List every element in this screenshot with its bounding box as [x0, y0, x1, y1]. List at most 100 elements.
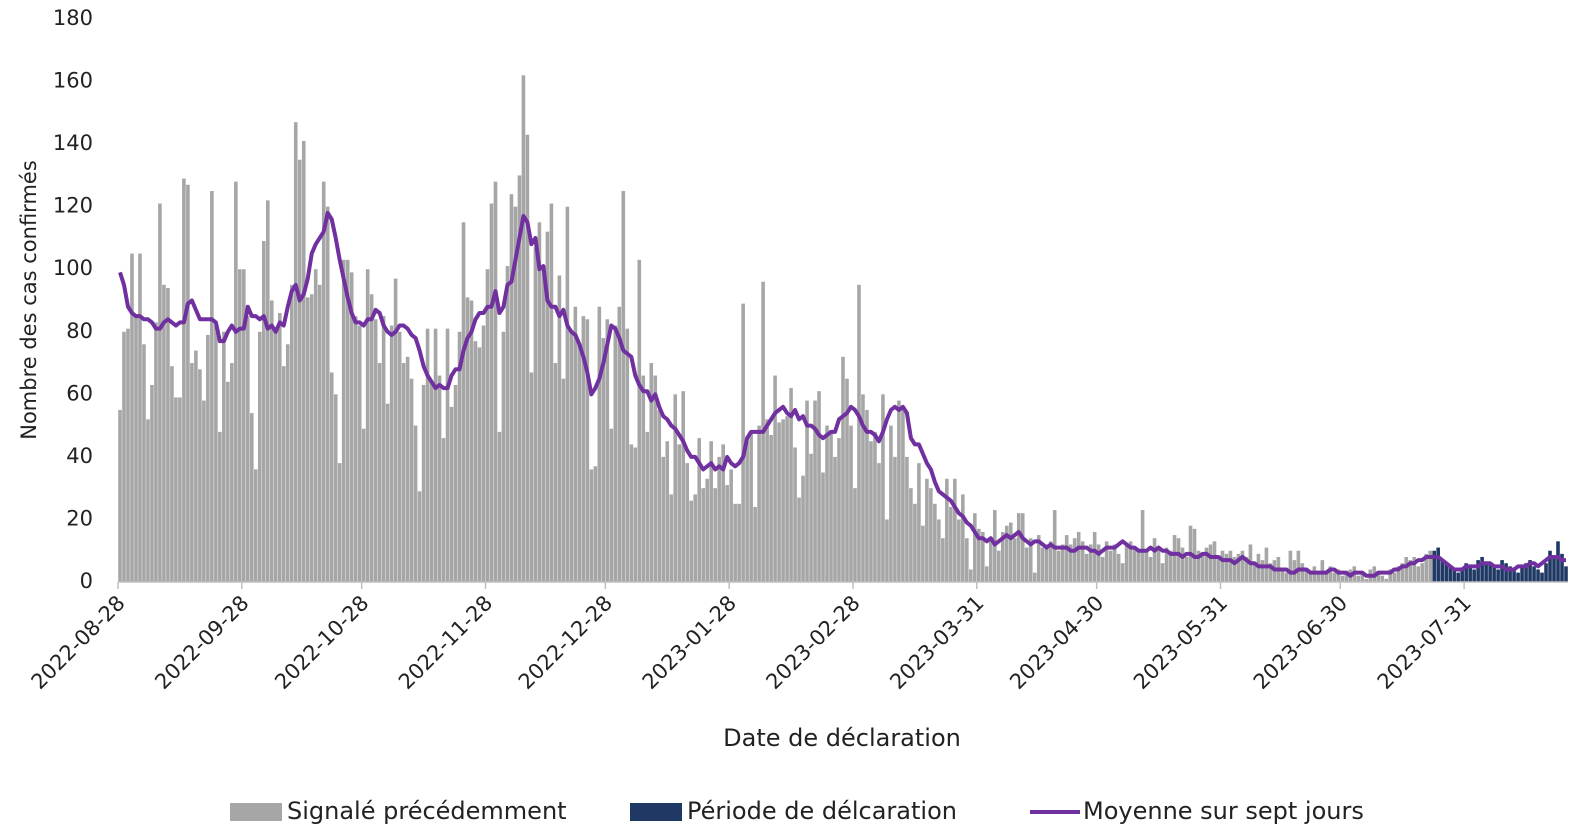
- bar: [677, 444, 682, 582]
- bar: [329, 372, 334, 582]
- bar: [1172, 535, 1177, 582]
- x-tick-label: 2023-01-28: [638, 591, 741, 694]
- bar: [281, 366, 286, 582]
- bar: [725, 485, 729, 582]
- bar: [988, 541, 993, 582]
- bar: [733, 503, 737, 582]
- bar: [941, 538, 945, 582]
- bar: [1164, 547, 1169, 582]
- legend-label: Moyenne sur sept jours: [1083, 797, 1364, 825]
- bar: [1380, 575, 1385, 582]
- bar: [697, 438, 701, 582]
- bar: [1208, 544, 1213, 582]
- bar: [569, 331, 574, 582]
- bar: [657, 409, 662, 582]
- bar: [1224, 553, 1229, 582]
- bar: [545, 231, 550, 582]
- x-tick-label: 2022-11-28: [394, 591, 497, 694]
- bar: [293, 122, 298, 582]
- y-tick-label: 100: [53, 256, 93, 280]
- bar: [601, 338, 606, 582]
- bar: [1544, 563, 1548, 582]
- bar: [801, 475, 805, 582]
- bar: [1432, 550, 1436, 582]
- bar: [673, 394, 678, 582]
- bar: [441, 438, 446, 582]
- bar: [297, 159, 302, 582]
- bar: [1400, 563, 1405, 582]
- bar: [1424, 553, 1428, 582]
- bar: [445, 328, 450, 582]
- bar: [1180, 547, 1185, 582]
- bar: [1296, 550, 1301, 582]
- bar: [1024, 547, 1029, 582]
- bar: [969, 569, 973, 582]
- bar: [234, 181, 238, 582]
- legend-label: Période de délcaration: [687, 797, 957, 825]
- bar: [525, 134, 530, 582]
- bar: [641, 375, 646, 582]
- bar: [853, 488, 857, 582]
- bar: [349, 272, 354, 582]
- bar: [805, 400, 809, 582]
- y-tick-label: 180: [53, 6, 93, 30]
- bar: [813, 400, 817, 582]
- bar: [541, 269, 546, 582]
- bar: [793, 447, 797, 582]
- bar: [1520, 566, 1524, 582]
- bar: [925, 478, 929, 582]
- bar: [194, 350, 198, 582]
- bar: [521, 75, 526, 583]
- bar: [1556, 541, 1560, 582]
- y-tick-label: 140: [53, 131, 93, 155]
- bar: [1448, 566, 1452, 582]
- x-tick-label: 2022-12-28: [514, 591, 617, 694]
- bar: [873, 431, 877, 582]
- bar: [653, 375, 658, 582]
- bar: [449, 406, 454, 582]
- bar: [497, 431, 502, 582]
- bar: [341, 259, 346, 582]
- bar: [309, 294, 314, 582]
- bar: [381, 316, 386, 582]
- bar: [1516, 572, 1520, 582]
- bar: [1340, 575, 1345, 582]
- bar: [1360, 572, 1365, 582]
- legend-swatch: [230, 803, 282, 821]
- bar: [829, 431, 833, 582]
- bar: [130, 253, 134, 583]
- bar: [238, 269, 242, 582]
- bar: [737, 503, 741, 582]
- bar: [493, 181, 498, 582]
- bar: [469, 300, 474, 582]
- bar: [210, 191, 214, 582]
- bar: [729, 469, 733, 582]
- bar: [1384, 578, 1389, 582]
- bar: [1536, 569, 1540, 582]
- bar: [1404, 556, 1409, 582]
- bar: [246, 316, 250, 582]
- x-tick-label: 2023-04-30: [1005, 591, 1108, 694]
- bar: [809, 453, 813, 582]
- bar: [425, 328, 430, 582]
- x-tick-label: 2023-06-30: [1249, 591, 1352, 694]
- bar: [1112, 544, 1117, 582]
- bar: [549, 203, 554, 583]
- bar: [781, 419, 785, 582]
- bar: [885, 519, 889, 582]
- bar: [1284, 572, 1289, 582]
- bar: [645, 431, 650, 582]
- bar: [585, 319, 590, 582]
- bar: [833, 456, 837, 582]
- bar: [605, 319, 610, 582]
- bar: [1308, 572, 1313, 582]
- bar: [937, 519, 941, 582]
- bar: [325, 206, 330, 582]
- bar: [202, 400, 206, 582]
- bar: [401, 363, 406, 582]
- bar: [1048, 541, 1053, 582]
- bar: [1232, 556, 1237, 582]
- bar: [789, 388, 793, 582]
- bar: [1240, 550, 1245, 582]
- bar: [1304, 569, 1309, 582]
